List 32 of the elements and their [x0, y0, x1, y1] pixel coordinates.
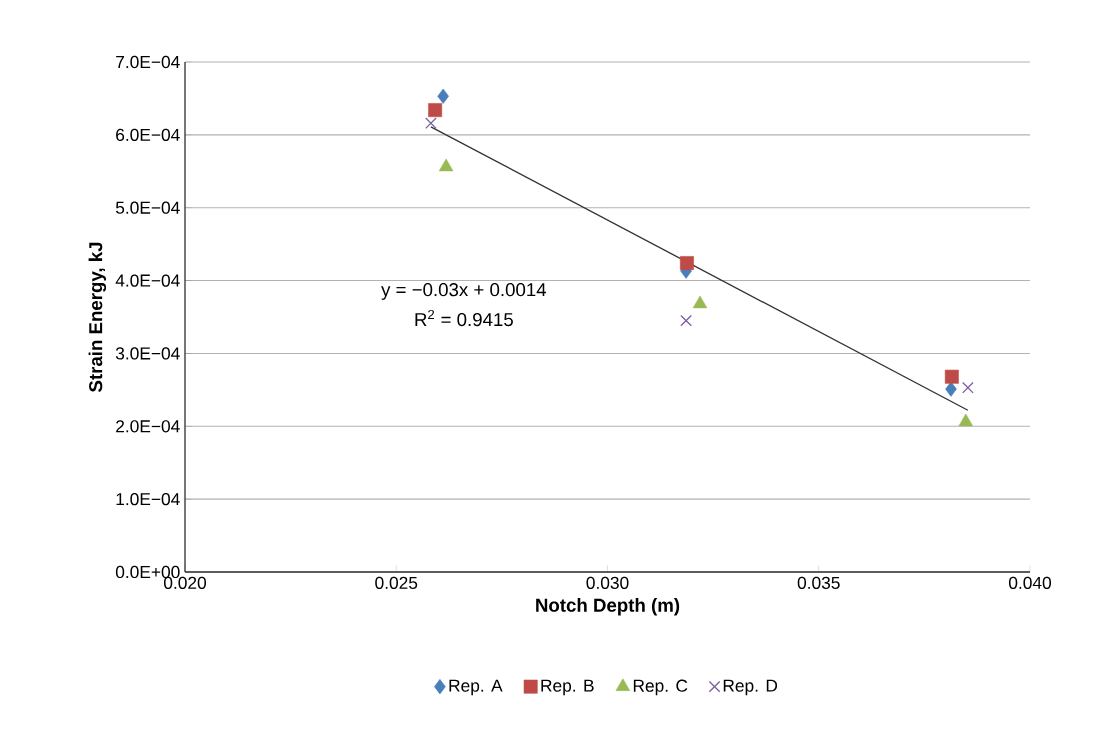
y-tick-label: 4.0E−04	[115, 274, 180, 287]
y-tick-label: 7.0E−04	[116, 55, 180, 69]
legend-label: Rep. B	[541, 679, 594, 696]
point	[958, 413, 973, 427]
point	[945, 381, 957, 397]
x-tick-label: 0.030	[586, 576, 629, 589]
point	[428, 103, 443, 118]
annotation: y = −0.03x + 0.0014	[381, 283, 547, 300]
point	[962, 381, 974, 394]
x-tick-label: 0.025	[375, 576, 418, 589]
point	[680, 256, 694, 271]
point	[692, 295, 708, 309]
y-tick-label: 2.0E−04	[116, 420, 180, 433]
y-axis-title: Strain Energy, kJ	[88, 242, 107, 393]
x-tick-label: 0.040	[1008, 576, 1052, 589]
x-tick-label: 0.020	[163, 576, 207, 589]
point	[680, 314, 692, 327]
point	[438, 158, 454, 172]
x-tick-label: 0.035	[797, 576, 840, 589]
point	[425, 117, 437, 130]
y-tick-label: 6.0E−04	[116, 128, 180, 141]
y-tick-label: 1.0E−04	[116, 492, 180, 506]
legend-label: Rep. C	[633, 679, 688, 696]
y-tick-label: 5.0E−04	[115, 201, 180, 214]
point	[944, 369, 959, 384]
point	[437, 88, 449, 104]
annotation: R$^{2}$ = 0.9415	[415, 309, 513, 327]
legend-label: Rep. D	[723, 679, 778, 696]
y-tick-label: 0.0E+00	[115, 565, 180, 579]
y-tick-label: 3.0E−04	[115, 347, 180, 360]
legend-label: Rep. A	[449, 679, 503, 696]
x-axis-title: Notch Depth (m)	[536, 598, 680, 616]
